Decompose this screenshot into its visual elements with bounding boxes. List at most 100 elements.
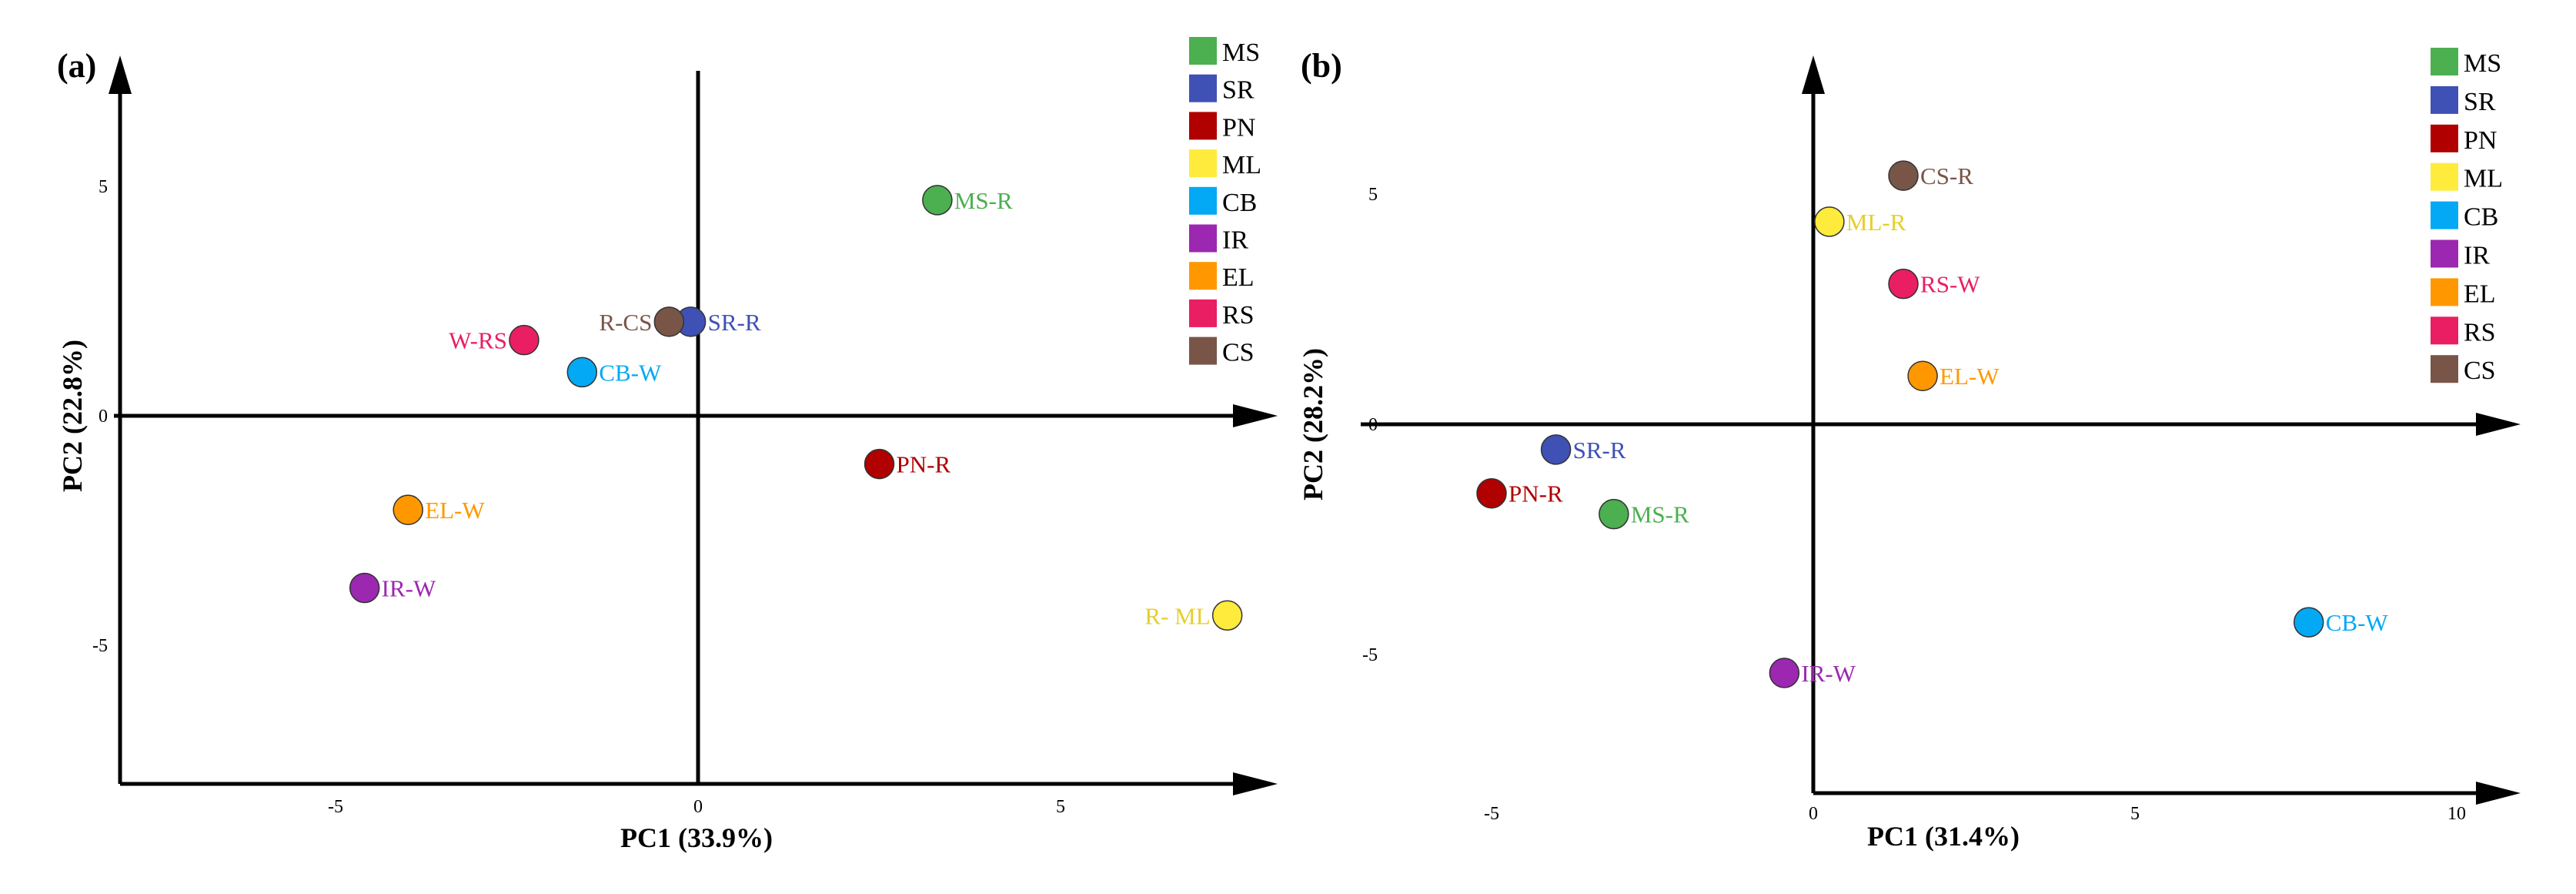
bottom-axis-arrow <box>2476 782 2521 805</box>
scatter-panel-b: (b) -5 0 5 10 5 0 -5 PC1 (31.4%) PC2 (28.2%) MS SR P… <box>1298 47 2521 852</box>
point-r-cs <box>653 306 685 337</box>
point-pn-r <box>864 448 895 480</box>
point-label: EL-W <box>425 497 485 524</box>
y-tick-label: 5 <box>1368 185 1378 205</box>
point-label: MS-R <box>1631 501 1689 528</box>
legend-swatch-ir <box>1189 224 1217 253</box>
y-tick-label: 0 <box>1368 415 1378 435</box>
point-label: R-CS <box>599 309 652 336</box>
legend-swatch-ms <box>1189 37 1217 65</box>
legend-swatch-el <box>1189 262 1217 290</box>
legend-swatch-cb <box>1189 186 1217 215</box>
y-axis-title: PC2 (28.2%) <box>1298 348 1328 501</box>
legend-swatch-cb <box>2431 201 2458 229</box>
point-sr-r <box>1540 434 1572 465</box>
point-ir-w <box>1769 658 1800 688</box>
bottom-axis-arrow <box>1233 772 1278 795</box>
legend-label-ir: IR <box>1222 226 1248 255</box>
y-axis-title: PC2 (22.8%) <box>57 340 88 492</box>
point-label: PN-R <box>1509 480 1563 507</box>
legend-label-rs: RS <box>1222 301 1255 330</box>
panel-letter: (a) <box>57 47 96 85</box>
legend-label-sr: SR <box>2464 88 2496 116</box>
point-ms-r <box>922 185 953 216</box>
point-label: PN-R <box>897 451 951 478</box>
x-tick-label: -5 <box>328 797 343 817</box>
point-pn-r <box>1476 477 1507 509</box>
point-label: W-RS <box>449 327 507 354</box>
point-label: IR-W <box>1801 660 1856 687</box>
x-axis-title: PC1 (31.4%) <box>1867 821 2020 852</box>
point-label: ML-R <box>1846 209 1906 236</box>
x-tick-label: 0 <box>1809 804 1818 824</box>
point-el-w <box>393 494 423 525</box>
point-r-ml <box>1211 600 1243 631</box>
legend: MS SR PN ML CB IR EL RS CS <box>1189 37 1261 367</box>
legend-swatch-el <box>2431 278 2458 306</box>
y-axis-arrow <box>109 55 132 94</box>
point-w-rs <box>509 324 540 356</box>
point-ir-w <box>349 572 380 604</box>
x-tick-label: 10 <box>2447 804 2466 824</box>
x-axis-arrow <box>2476 413 2521 436</box>
point-label: RS-W <box>1920 271 1980 298</box>
y-tick-label: 5 <box>99 177 108 197</box>
legend-swatch-rs <box>1189 299 1217 327</box>
point-label: SR-R <box>1573 437 1626 464</box>
y-tick-label: 0 <box>99 407 108 427</box>
legend-label-pn: PN <box>1222 113 1255 142</box>
legend-label-sr: SR <box>1222 76 1255 105</box>
point-cb-w <box>2293 607 2324 638</box>
legend-label-cs: CS <box>1222 339 1255 367</box>
y-tick-label: -5 <box>92 636 108 656</box>
legend-label-cb: CB <box>2464 203 2498 232</box>
point-cs-r <box>1888 160 1919 191</box>
point-el-w <box>1907 360 1938 391</box>
x-tick-label: 5 <box>2130 804 2140 824</box>
legend-swatch-ir <box>2431 239 2458 268</box>
point-label: R- ML <box>1144 602 1210 629</box>
point-label: SR-R <box>708 309 761 336</box>
legend-label-ml: ML <box>1222 151 1261 179</box>
legend-swatch-pn <box>2431 124 2458 152</box>
point-cb-w <box>566 357 598 388</box>
x-axis-arrow <box>1233 404 1278 427</box>
legend-label-el: EL <box>2464 280 2496 308</box>
legend-label-rs: RS <box>2464 318 2496 347</box>
point-label: EL-W <box>1940 363 2000 390</box>
legend-swatch-pn <box>1189 112 1217 140</box>
legend-swatch-sr <box>2431 85 2458 114</box>
point-label: MS-R <box>954 187 1013 214</box>
legend-label-ms: MS <box>1222 39 1260 67</box>
y-tick-label: -5 <box>1362 645 1378 665</box>
point-label: CB-W <box>599 359 662 386</box>
panel-letter: (b) <box>1301 47 1342 85</box>
legend-swatch-cs <box>2431 355 2458 383</box>
legend-label-ml: ML <box>2464 165 2503 193</box>
legend-swatch-rs <box>2431 316 2458 345</box>
legend-label-cs: CS <box>2464 357 2496 385</box>
legend-label-ms: MS <box>2464 49 2501 78</box>
legend-label-cb: CB <box>1222 189 1257 217</box>
legend-swatch-ml <box>1189 149 1217 178</box>
point-ml-r <box>1814 206 1845 237</box>
x-tick-label: -5 <box>1484 804 1499 824</box>
x-tick-label: 5 <box>1056 797 1065 817</box>
point-label: CB-W <box>2326 609 2389 636</box>
legend: MS SR PN ML CB IR EL RS CS <box>2431 48 2503 385</box>
x-tick-label: 0 <box>693 797 703 817</box>
legend-swatch-ml <box>2431 162 2458 191</box>
legend-label-pn: PN <box>2464 126 2497 155</box>
point-rs-w <box>1888 268 1919 300</box>
point-label: CS-R <box>1920 162 1973 189</box>
point-label: IR-W <box>382 575 436 602</box>
legend-label-ir: IR <box>2464 242 2490 270</box>
point-ms-r <box>1599 498 1629 530</box>
legend-swatch-ms <box>2431 48 2458 75</box>
legend-swatch-sr <box>1189 74 1217 102</box>
x-axis-title: PC1 (33.9%) <box>620 822 773 853</box>
legend-label-el: EL <box>1222 263 1255 292</box>
legend-swatch-cs <box>1189 337 1217 365</box>
